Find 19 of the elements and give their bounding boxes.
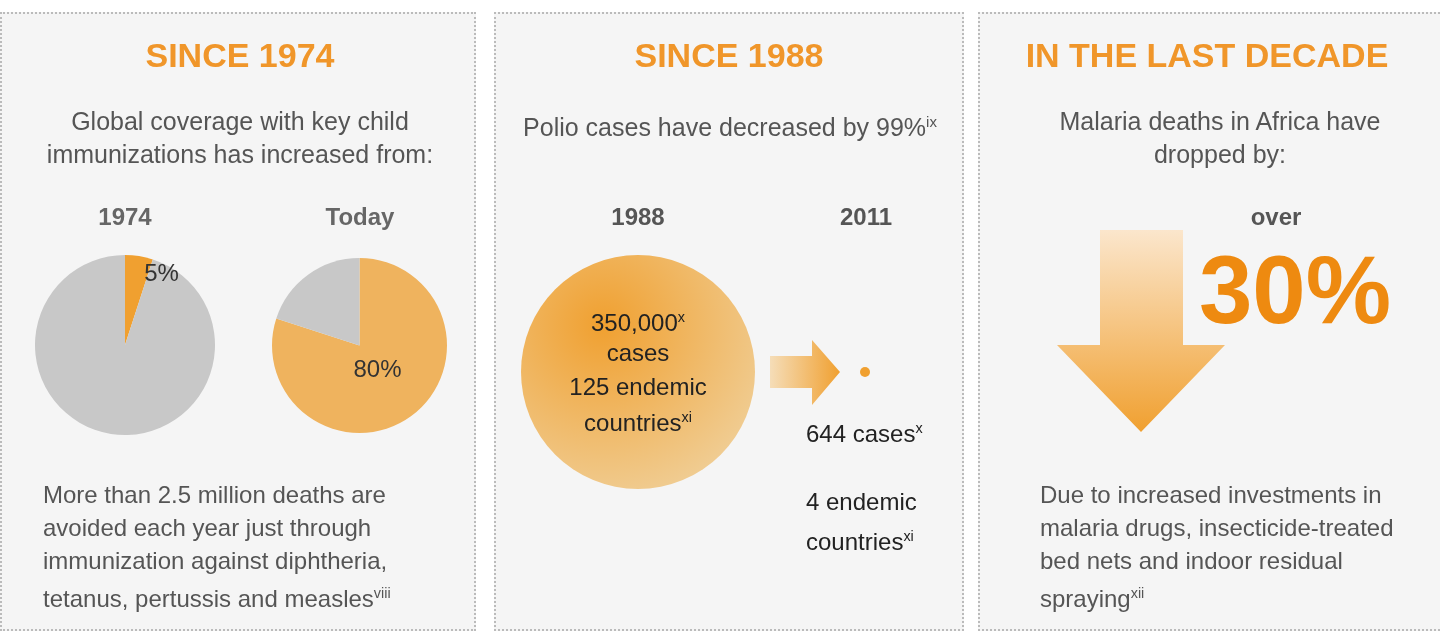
chart-title: Today — [324, 203, 396, 231]
text: SINCE 1974 — [144, 36, 336, 75]
text: Global coverage with key child immunizations has increased from: — [45, 106, 435, 170]
text: SINCE 1988 — [633, 36, 825, 75]
text: IN THE LAST DECADE — [1024, 36, 1390, 75]
text: 2011 — [838, 203, 894, 231]
chart-title: 1974 — [97, 203, 153, 231]
text: 4 endemic countries$^{xi}$ — [806, 487, 918, 557]
text: Malaria deaths in Africa have dropped by: — [1058, 106, 1382, 170]
text: 644 cases$^{x}$ — [806, 420, 924, 448]
text: 350,000$^{x}$ cases — [590, 308, 686, 368]
text: Due to increased investments in malaria drugs, insecticide-treated bed nets and indoor residual spraying$^{xii}$ — [1040, 480, 1395, 614]
text: 125 endemic countries$^{xi}$ — [568, 372, 708, 438]
text: Polio cases have decreased by 99%$^{ix}$ — [522, 112, 938, 144]
text: 1988 — [610, 203, 666, 231]
data-label: 80% — [353, 354, 402, 382]
text: More than 2.5 million deaths are avoided each year just through immunization against diphtheria, tetanus, pertussis and measles$^{viii}$ — [43, 480, 392, 614]
text: 30% — [1197, 235, 1393, 345]
text: over — [1249, 203, 1303, 231]
